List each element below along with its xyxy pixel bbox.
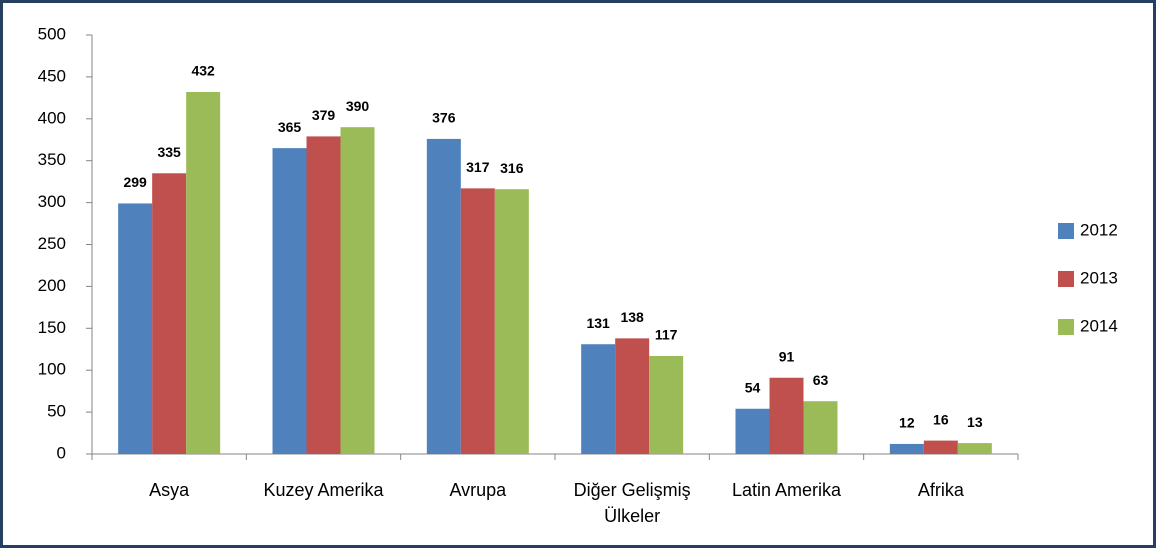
bar <box>340 127 375 455</box>
value-label: 365 <box>278 119 302 135</box>
value-label: 376 <box>432 110 456 126</box>
y-tick-label: 350 <box>38 150 66 169</box>
value-label: 317 <box>466 159 490 175</box>
bar <box>735 408 770 454</box>
value-label: 432 <box>191 63 215 79</box>
y-tick-label: 400 <box>38 108 66 127</box>
bar <box>769 377 804 454</box>
x-tick-label: Kuzey Amerika <box>263 480 384 500</box>
value-label: 54 <box>745 379 761 395</box>
bar <box>272 148 307 454</box>
x-tick-label: Avrupa <box>449 480 507 500</box>
bar <box>460 188 495 454</box>
bar <box>923 440 958 454</box>
bar <box>118 203 153 454</box>
value-label: 16 <box>933 411 949 427</box>
x-tick-label: Diğer Gelişmiş Ülkeler <box>573 480 691 526</box>
y-tick-label: 50 <box>47 402 66 421</box>
value-label: 13 <box>967 414 983 430</box>
value-label: 117 <box>655 327 678 343</box>
bar <box>581 344 616 454</box>
value-label: 138 <box>620 309 644 325</box>
value-label: 12 <box>899 415 915 431</box>
bar <box>426 138 461 455</box>
bar <box>152 173 187 454</box>
bar <box>889 443 924 454</box>
bar <box>306 136 341 454</box>
value-label: 63 <box>813 372 829 388</box>
value-label: 316 <box>500 160 524 176</box>
value-label: 335 <box>157 144 181 160</box>
legend-label: 2012 <box>1080 220 1118 239</box>
x-tick-label: Asya <box>149 480 190 500</box>
value-label: 131 <box>586 315 610 331</box>
legend-swatch <box>1058 319 1074 335</box>
y-tick-label: 200 <box>38 276 66 295</box>
x-tick-label: Latin Amerika <box>731 480 842 500</box>
legend-swatch <box>1058 271 1074 287</box>
bar <box>649 355 684 454</box>
legend-label: 2014 <box>1080 316 1118 335</box>
bar <box>615 338 650 454</box>
bar <box>803 401 838 454</box>
bar <box>957 443 992 454</box>
y-tick-label: 500 <box>38 24 66 43</box>
y-tick-label: 250 <box>38 234 66 253</box>
y-tick-label: 450 <box>38 66 66 85</box>
y-tick-label: 150 <box>38 318 66 337</box>
value-label: 390 <box>346 98 370 114</box>
y-tick-label: 100 <box>38 360 66 379</box>
y-tick-label: 300 <box>38 192 66 211</box>
legend-swatch <box>1058 223 1074 239</box>
y-tick-label: 0 <box>57 443 66 462</box>
bar <box>186 91 221 454</box>
bar <box>494 189 529 454</box>
legend-label: 2013 <box>1080 268 1118 287</box>
value-label: 91 <box>779 348 795 364</box>
x-tick-label: Afrika <box>917 480 964 500</box>
value-label: 379 <box>312 107 336 123</box>
value-label: 299 <box>123 174 147 190</box>
